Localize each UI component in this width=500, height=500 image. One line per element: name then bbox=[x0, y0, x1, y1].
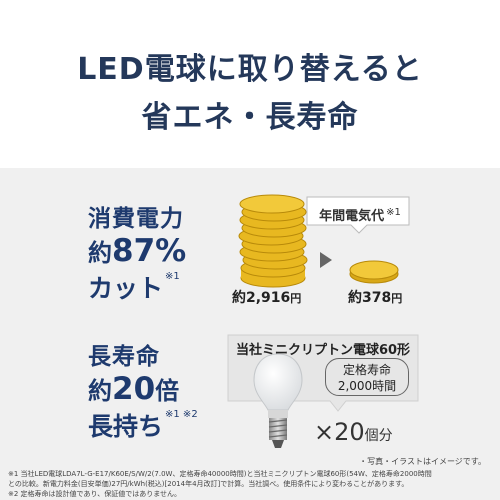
bulb-life-label: 定格寿命 bbox=[342, 363, 391, 377]
life-suffix: 長持ち bbox=[88, 412, 164, 441]
life-claim: 長寿命 約20倍 長持ち ※1 ※2 bbox=[88, 337, 198, 443]
coin-stack-icon bbox=[238, 194, 308, 288]
cost-callout-label: 年間電気代 bbox=[319, 209, 385, 224]
photo-note: ・写真・イラストはイメージです。 bbox=[359, 457, 486, 466]
coin-icon bbox=[349, 260, 399, 284]
power-value-line: 約87% bbox=[88, 233, 186, 269]
price-after: 約378円 bbox=[348, 287, 402, 307]
life-unit: 倍 bbox=[155, 377, 180, 405]
power-note: ※1 bbox=[165, 271, 180, 282]
life-value-line: 約20倍 bbox=[88, 371, 198, 407]
life-note: ※1 ※2 bbox=[165, 409, 198, 420]
footnote-1: ※1 当社LED電球LDA7L-G-E17/K60E/S/W/2(7.0W、定格… bbox=[8, 470, 432, 478]
price-after-unit: 円 bbox=[391, 292, 403, 305]
multiplier-prefix: × bbox=[314, 418, 335, 446]
power-value: 87% bbox=[112, 233, 187, 269]
power-claim: 消費電力 約87% カット ※1 bbox=[88, 199, 186, 305]
footnote-2: ※2 定格寿命は設計値であり、保証値ではありません。 bbox=[8, 490, 181, 498]
power-prefix: 約 bbox=[88, 239, 112, 267]
light-bulb-icon bbox=[253, 353, 303, 448]
price-before-unit: 円 bbox=[290, 292, 302, 305]
price-before: 約2,916円 bbox=[232, 287, 301, 307]
headline-line-2: 省エネ・長寿命 bbox=[141, 100, 359, 135]
price-after-value: 378 bbox=[362, 290, 392, 306]
price-before-prefix: 約 bbox=[232, 290, 246, 306]
headline-line-1: LED電球に取り替えると bbox=[77, 52, 423, 87]
price-after-prefix: 約 bbox=[348, 290, 362, 306]
power-label: 消費電力 bbox=[88, 206, 184, 232]
power-suffix-line: カット ※1 bbox=[88, 269, 186, 305]
arrow-right-icon bbox=[320, 252, 332, 268]
footnote-1-cont: との比較。新電力料金(目安単価)27円/kWh(税込)[2014年4月改訂]で計… bbox=[8, 480, 409, 488]
life-value: 20 bbox=[112, 371, 156, 407]
multiplier-value: 20 bbox=[334, 418, 365, 446]
cost-callout-note: ※1 bbox=[386, 207, 401, 218]
multiplier: ×20個分 bbox=[314, 418, 393, 446]
multiplier-unit: 個分 bbox=[364, 428, 393, 444]
cost-callout: 年間電気代 ※1 bbox=[308, 205, 412, 224]
bulb-life-value: 2,000時間 bbox=[337, 379, 397, 393]
cost-callout-bubble bbox=[306, 196, 410, 234]
life-prefix: 約 bbox=[88, 377, 112, 405]
hero: LED電球に取り替えると 省エネ・長寿命 bbox=[0, 0, 500, 168]
life-label: 長寿命 bbox=[88, 344, 160, 370]
bulb-life-frame bbox=[325, 358, 409, 396]
price-before-value: 2,916 bbox=[246, 290, 291, 306]
power-suffix: カット bbox=[88, 274, 164, 303]
life-suffix-line: 長持ち ※1 ※2 bbox=[88, 407, 198, 443]
